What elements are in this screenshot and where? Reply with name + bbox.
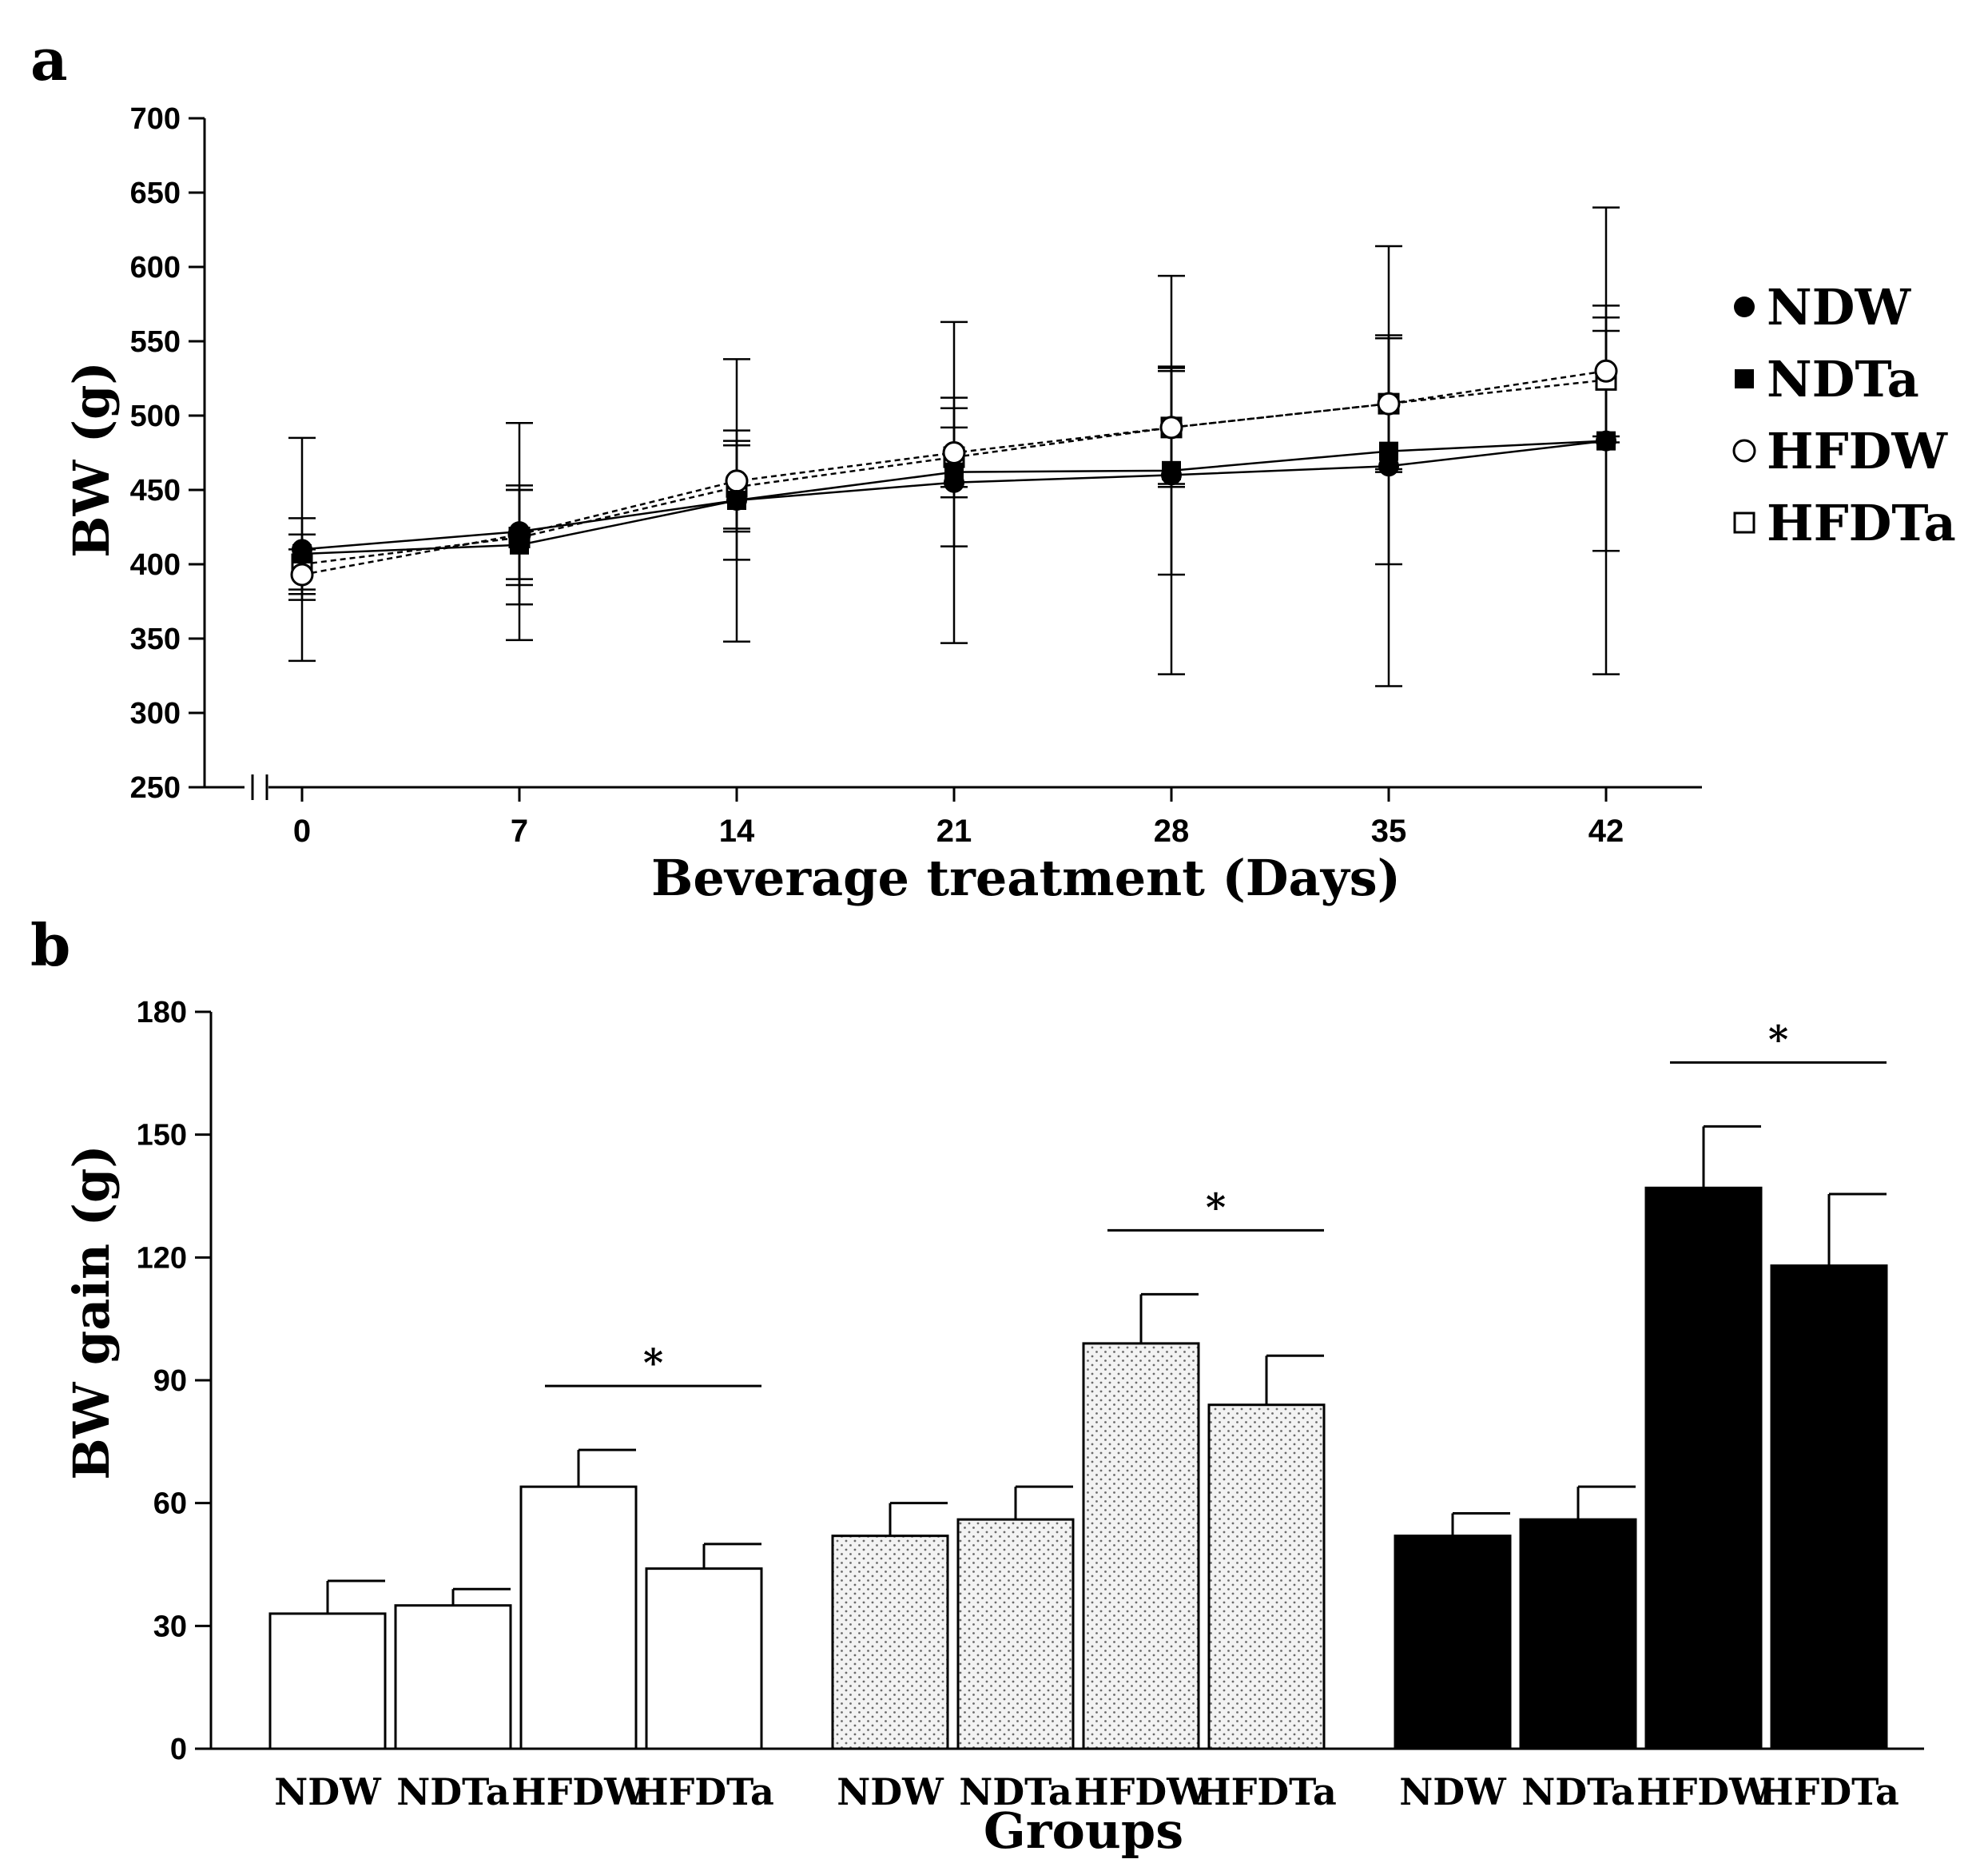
category-label-ndw: NDW	[274, 1770, 382, 1813]
panel-b-y-axis-title: BW gain (g)	[62, 1145, 121, 1479]
point-ndw	[509, 521, 530, 543]
x-tick-label: 14	[719, 814, 755, 849]
legend-marker-ndw	[1734, 297, 1755, 317]
y-tick-label: 600	[130, 251, 181, 285]
y-tick-label: 250	[130, 771, 181, 805]
category-label-ndta: NDTa	[1521, 1770, 1635, 1813]
bar-hfdw	[519, 1485, 638, 1750]
point-hfdw	[290, 563, 314, 587]
y-tick-label: 0	[170, 1733, 187, 1766]
panel-a-markers	[290, 359, 1618, 587]
point-ndw	[726, 490, 747, 512]
point-hfdw	[1377, 392, 1401, 416]
category-label-hfdta: HFDTa	[1196, 1770, 1337, 1813]
y-tick-label: 90	[153, 1364, 187, 1398]
panel-a-x-axis-title: Beverage treatment (Days)	[651, 849, 1401, 907]
y-tick-label: 120	[137, 1241, 187, 1275]
point-hfdw	[1159, 416, 1183, 440]
y-tick-label: 30	[153, 1610, 187, 1643]
x-tick-label: 42	[1588, 814, 1624, 849]
y-tick-label: 300	[130, 697, 181, 730]
category-label-hfdw: HFDW	[511, 1770, 646, 1813]
bar-ndta	[956, 1518, 1075, 1750]
y-tick-label: 180	[137, 996, 187, 1029]
y-tick-label: 60	[153, 1487, 187, 1521]
significance-star: *	[1768, 1017, 1788, 1062]
panel-a-legend: NDW NDTa HFDW HFDTa	[1732, 278, 1956, 552]
x-tick-label: 0	[293, 814, 311, 849]
y-tick-label: 550	[130, 325, 181, 359]
category-label-hfdta: HFDTa	[1759, 1770, 1899, 1813]
bar-hfdta	[1207, 1403, 1326, 1750]
panel-label-a: a	[30, 26, 68, 94]
panel-b-axes: 0 30 60 90 120 150 180	[137, 996, 1924, 1766]
category-label-hfdw: HFDW	[1074, 1770, 1209, 1813]
panel-label-b: b	[30, 911, 70, 979]
bar-ndw	[831, 1535, 949, 1750]
y-tick-label: 450	[130, 474, 181, 508]
panel-a-axes: 250 300 350 400 450 500 550 600 650 700 0 7 14 21 28 35…	[130, 102, 1702, 849]
category-label-ndw: NDW	[837, 1770, 944, 1813]
x-tick-label: 35	[1371, 814, 1407, 849]
category-label-hfdw: HFDW	[1636, 1770, 1771, 1813]
legend-marker-hfdta	[1733, 512, 1755, 534]
category-label-ndta: NDTa	[396, 1770, 510, 1813]
category-label-hfdta: HFDTa	[634, 1770, 774, 1813]
point-hfdw	[942, 441, 966, 464]
category-label-ndta: NDTa	[959, 1770, 1072, 1813]
point-ndw	[1596, 430, 1616, 452]
y-tick-label: 400	[130, 548, 181, 582]
x-tick-label: 28	[1154, 814, 1190, 849]
category-label-ndw: NDW	[1399, 1770, 1507, 1813]
y-tick-label: 350	[130, 623, 181, 656]
panel-b-significance: * * *	[545, 1017, 1887, 1387]
point-ndw	[1161, 464, 1182, 486]
y-tick-label: 650	[130, 177, 181, 210]
bar-ndta	[1519, 1518, 1637, 1750]
bar-hfdw	[1082, 1342, 1200, 1750]
y-tick-label: 700	[130, 102, 181, 136]
bar-ndw	[1394, 1535, 1512, 1750]
point-ndw	[292, 539, 312, 560]
legend-label-ndw: NDW	[1767, 278, 1911, 336]
panel-b-bars	[268, 1125, 1888, 1750]
bar-ndta	[394, 1604, 512, 1750]
legend-marker-hfdw	[1732, 439, 1756, 463]
bar-ndw	[268, 1612, 387, 1750]
bar-hfdta	[645, 1567, 763, 1750]
point-ndw	[1378, 456, 1399, 477]
significance-star: *	[643, 1341, 663, 1386]
significance-star: *	[1206, 1185, 1226, 1230]
point-hfdw	[725, 469, 749, 493]
panel-a-y-axis-title: BW (g)	[62, 361, 121, 558]
panel-b-x-axis-title: Groups	[984, 1801, 1183, 1860]
y-tick-label: 500	[130, 400, 181, 433]
legend-marker-ndta	[1735, 369, 1754, 388]
point-ndw	[944, 472, 964, 493]
legend-label-hfdta: HFDTa	[1767, 494, 1956, 552]
bar-hfdta	[1770, 1264, 1888, 1750]
bar-hfdw	[1644, 1186, 1763, 1750]
point-hfdw	[1594, 359, 1618, 383]
x-tick-label: 7	[511, 814, 528, 849]
x-tick-label: 21	[936, 814, 972, 849]
legend-label-ndta: NDTa	[1767, 350, 1919, 408]
y-tick-label: 150	[137, 1119, 187, 1152]
legend-label-hfdw: HFDW	[1767, 422, 1948, 480]
panel-a: a 250 300 350 400 450 500 550 600 650 700 0 7 14 21 28…	[30, 26, 1956, 907]
